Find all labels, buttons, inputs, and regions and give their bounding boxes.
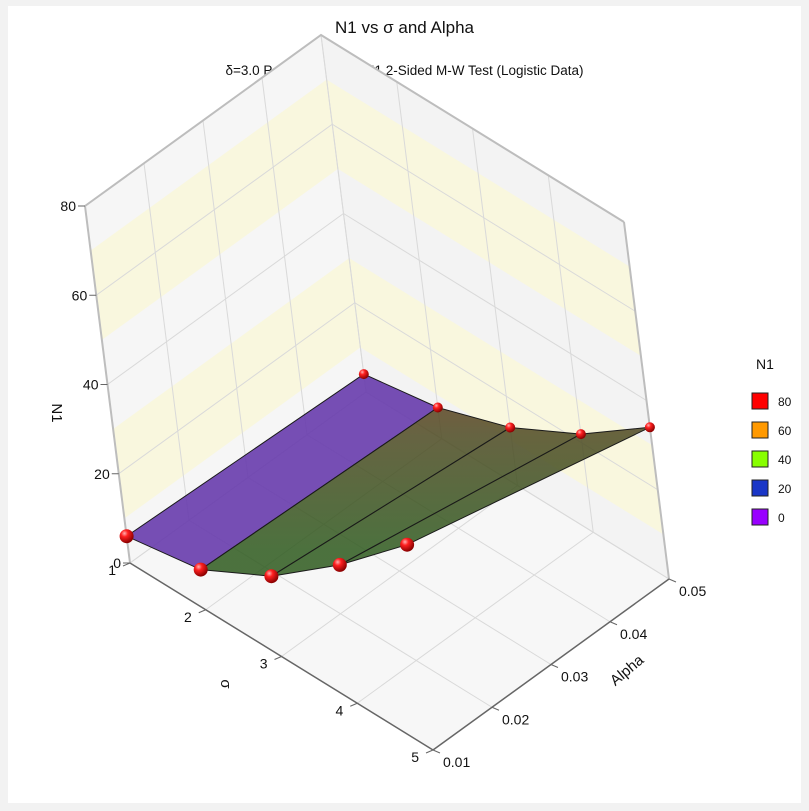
legend-swatch (751, 450, 769, 468)
data-point (575, 429, 586, 440)
data-point (400, 537, 415, 552)
x-tick-label: 1 (108, 562, 116, 578)
grid-line (343, 213, 647, 401)
legend-title: N1 (756, 356, 774, 372)
legend-label: 60 (778, 424, 792, 438)
x-tick (274, 656, 282, 660)
z-tick-label: 60 (72, 287, 88, 303)
legend: N1 80 60 40 20 0 (751, 356, 792, 526)
z-tick-label: 80 (60, 198, 76, 214)
wall-top-edge (84, 33, 625, 223)
legend-swatch (751, 479, 769, 497)
data-markers (119, 369, 655, 584)
legend-label: 0 (778, 511, 785, 525)
y-tick (550, 664, 559, 668)
data-point (505, 422, 516, 433)
chart-frame: N1 vs σ and Alpha δ=3.0 Power=0.90 N2=N1… (8, 6, 801, 803)
x-axis-label: σ (217, 679, 234, 689)
x-tick (198, 609, 206, 614)
z-tick-label: 20 (94, 466, 110, 482)
y-tick-label: 0.03 (561, 669, 588, 685)
chart-title: N1 vs σ and Alpha (334, 18, 475, 37)
legend-label: 20 (778, 482, 792, 496)
grid-line (331, 123, 636, 312)
y-tick-label: 0.01 (443, 754, 470, 770)
data-point (119, 529, 134, 544)
surface-plot: 1 2 3 4 5 0.01 0.02 0.03 0.04 0.05 0 20 40 60 80 N1 σ Alp… (48, 33, 792, 770)
x-tick-label: 2 (184, 609, 192, 625)
data-point (358, 369, 369, 380)
grid-line (320, 34, 367, 393)
y-tick-label: 0.02 (502, 711, 529, 727)
y-axis-label: Alpha (607, 651, 648, 689)
y-tick (609, 621, 618, 626)
data-point (193, 562, 208, 577)
x-tick-label: 3 (260, 656, 268, 672)
y-tick-label: 0.05 (679, 583, 706, 599)
y-tick-label: 0.04 (620, 626, 647, 642)
x-tick (425, 749, 434, 754)
wall-right-edge (623, 221, 670, 580)
grid-line (107, 213, 344, 385)
surface (125, 373, 651, 577)
grid-line (547, 175, 594, 533)
data-point (432, 402, 443, 413)
y-tick (432, 749, 441, 754)
z-tick-label: 40 (83, 377, 99, 393)
grid-line (356, 531, 594, 704)
z-tick-label: 0 (113, 555, 121, 571)
grid-line (95, 123, 333, 296)
legend-label: 40 (778, 453, 792, 467)
data-point (264, 569, 279, 584)
y-tick (668, 578, 677, 583)
legend-swatch (751, 392, 769, 410)
z-axis-label: N1 (48, 403, 65, 422)
grid-line (261, 77, 308, 435)
data-point (332, 557, 347, 572)
legend-label: 80 (778, 395, 792, 409)
legend-swatch (751, 421, 769, 439)
x-tick-label: 4 (335, 702, 343, 718)
data-point (644, 422, 655, 433)
y-tick (491, 706, 500, 711)
legend-swatch (751, 508, 769, 526)
x-tick (350, 702, 358, 707)
x-tick-label: 5 (411, 749, 419, 765)
